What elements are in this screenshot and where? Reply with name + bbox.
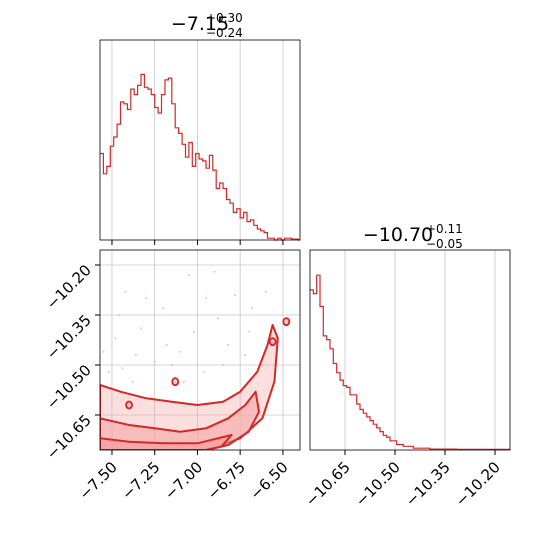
panel-3-grid	[344, 250, 496, 450]
panel-marginal-param-2: −10.70 +0.11 −0.05 −10.65−10.50−10.35−10…	[302, 222, 511, 510]
scatter-point	[182, 380, 185, 383]
scatter-point	[124, 290, 127, 293]
panel-1-title-sup: +0.30	[206, 11, 243, 25]
y-tick-label: −10.20	[43, 261, 95, 313]
scatter-point	[251, 307, 254, 310]
x-tick-label: −10.35	[402, 458, 454, 510]
y-tick-label: −10.35	[43, 311, 95, 363]
x-tick-label: −6.50	[247, 458, 292, 503]
x-tick-label: −7.25	[118, 458, 163, 503]
scatter-point	[165, 343, 168, 347]
panel-2-contours	[100, 317, 291, 450]
panel-joint: −7.50−7.25−7.00−6.75−6.50−10.20−10.35−10…	[43, 249, 301, 503]
contour-island	[268, 337, 277, 347]
panel-3-frame	[309, 249, 511, 451]
scatter-point	[139, 327, 143, 330]
scatter-point	[121, 367, 124, 370]
scatter-point	[203, 370, 206, 373]
contour-island	[171, 377, 180, 387]
scatter-point	[216, 317, 220, 320]
panel-1-title-main: −7.15	[171, 13, 229, 35]
panel-1-histogram	[100, 73, 300, 241]
panel-2-frame	[99, 249, 301, 451]
scatter-point	[192, 330, 196, 333]
scatter-point	[261, 363, 264, 367]
scatter-point	[145, 297, 148, 300]
scatter-point	[114, 337, 117, 340]
scatter-point	[247, 330, 250, 333]
scatter-point	[264, 290, 267, 293]
panel-marginal-param-1: −7.15 +0.30 −0.24	[99, 11, 301, 245]
panel-3-histogram	[310, 274, 510, 450]
scatter-point	[221, 363, 225, 367]
panel-1-title-sub: −0.24	[206, 26, 243, 40]
scatter-point	[162, 307, 165, 310]
scatter-point	[153, 360, 156, 363]
scatter-point	[102, 350, 105, 353]
scatter-point	[179, 350, 182, 353]
scatter-point	[204, 297, 208, 300]
panel-3-title-main: −10.70	[363, 224, 433, 246]
scatter-point	[233, 293, 237, 297]
panel-3-title-sub: −0.05	[426, 237, 463, 251]
panel-1-grid	[111, 40, 284, 240]
panel-2-grid	[100, 250, 300, 450]
x-tick-label: −10.20	[452, 458, 504, 510]
panel-3-ticks: −10.65−10.50−10.35−10.20	[302, 450, 504, 510]
scatter-point	[117, 313, 120, 317]
panel-1-title: −7.15	[171, 13, 229, 35]
x-tick-label: −10.50	[352, 458, 404, 510]
scatter-point	[134, 353, 137, 357]
panel-3-title: −10.70	[363, 224, 433, 246]
scatter-point	[244, 353, 247, 357]
panel-1-frame	[99, 39, 301, 241]
panel-2-scatter	[102, 270, 267, 383]
scatter-point	[187, 273, 190, 277]
x-tick-label: −7.00	[161, 458, 206, 503]
scatter-point	[170, 363, 173, 367]
panel-3-title-sup: +0.11	[426, 222, 463, 236]
scatter-point	[213, 270, 216, 273]
contour-level	[100, 434, 233, 450]
x-tick-label: −6.75	[204, 458, 249, 503]
scatter-point	[131, 380, 134, 383]
contour-island	[125, 400, 133, 410]
x-tick-label: −7.50	[76, 458, 121, 503]
scatter-point	[107, 370, 110, 373]
contour-island	[282, 317, 291, 327]
scatter-point	[227, 343, 230, 347]
y-tick-label: −10.65	[43, 411, 95, 463]
x-tick-label: −10.65	[302, 458, 354, 510]
y-tick-label: −10.50	[43, 361, 95, 413]
panel-1-ticks	[111, 240, 284, 245]
